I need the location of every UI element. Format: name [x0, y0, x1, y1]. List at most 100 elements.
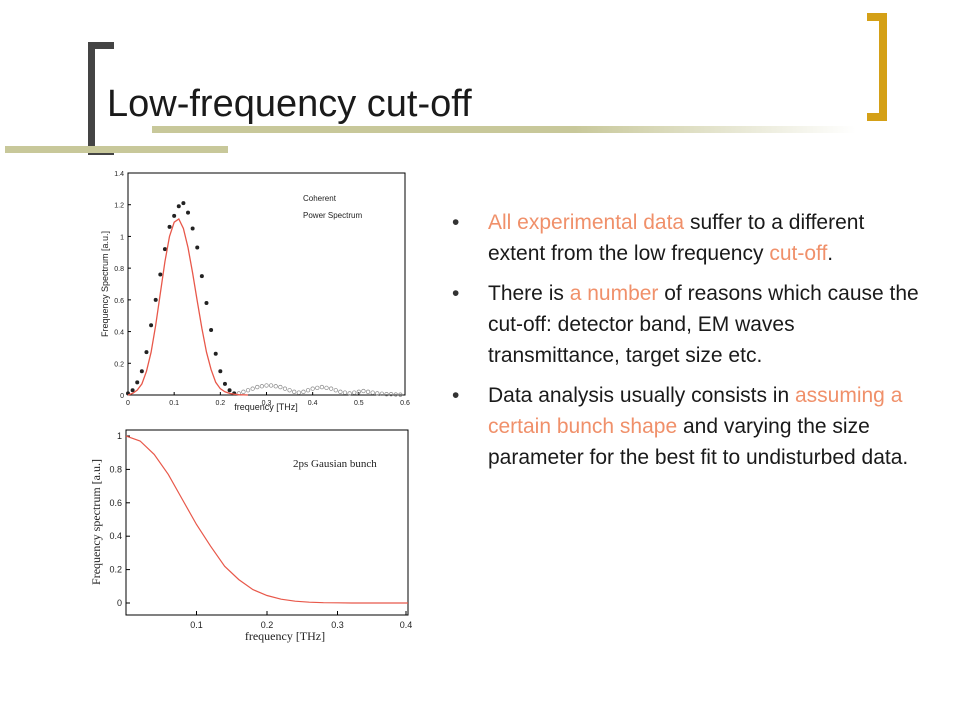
chart1-hollow-point: [384, 392, 389, 397]
bullet-1-part-4: .: [827, 242, 834, 265]
chart1-data-point: [149, 323, 154, 328]
chart1-data-point: [186, 210, 191, 215]
bullet-3-part-3: and varying the size parameter for the b…: [488, 415, 909, 469]
chart2-xlabel: frequency [THz]: [245, 629, 325, 643]
chart2-ytick-label: 0.2: [109, 565, 122, 575]
chart1-legend-2: Power Spectrum: [303, 211, 362, 220]
chart1-data-point: [130, 388, 135, 393]
chart1-ytick-label: 0.4: [114, 330, 124, 337]
chart1-xtick-label: 0.5: [354, 400, 364, 407]
bullet-1-part-2: suffer to a different extent from the lo…: [488, 211, 865, 265]
gaussian-bunch-chart: 0 0.2 0.4 0.6 0.8 1 0.1 0.2 0.3 0.4 2ps Gausian …: [89, 429, 412, 643]
chart1-data-point: [222, 381, 227, 386]
chart1-hollow-point: [245, 388, 251, 393]
chart1-ytick-label: 1.4: [114, 171, 124, 178]
chart1-data-point: [213, 351, 218, 356]
chart1-hollow-point: [273, 384, 278, 389]
chart1-fit-line: [127, 218, 249, 396]
chart1-xtick-label: 0: [126, 400, 130, 407]
chart1-hollow-point: [296, 390, 301, 395]
bullet-2-part-3: of reasons which cause the cut-off: dete…: [488, 282, 919, 367]
chart1-data-point: [204, 301, 209, 306]
right-bracket-top: [867, 13, 887, 21]
right-bracket: [879, 13, 887, 121]
chart1-ytick-label: 1: [120, 234, 124, 241]
chart2-xtick-label: 0.1: [190, 620, 203, 630]
chart1-ytick-label: 0.6: [114, 298, 124, 305]
chart1-hollow-point: [342, 390, 348, 395]
chart2-ytick-label: 0.8: [109, 464, 122, 474]
chart1-data-point: [158, 272, 163, 277]
chart1-data-point: [199, 274, 204, 279]
chart1-ytick-label: 0.8: [114, 266, 124, 273]
chart1-hollow-point: [347, 391, 352, 396]
coherent-power-spectrum-chart: 0 0.2 0.4 0.6 0.8 1 1.2 1.4 0 0.1 0.2 0.3 0.4 0.5 0.6…: [100, 171, 410, 412]
bullet-3-part-2: assuming a certain bunch shape: [488, 384, 903, 438]
chart1-ylabel: Frequency Spectrum [a.u.]: [100, 231, 110, 337]
chart1-hollow-point: [259, 384, 265, 389]
chart1-hollow-point: [250, 386, 255, 391]
chart1-hollow-point: [287, 388, 292, 393]
chart1-data-point: [190, 226, 195, 231]
bullet-item: All experimental data suffer to a differ…: [452, 207, 922, 269]
chart1-hollow-point: [370, 390, 375, 395]
chart1-hollow-point: [315, 385, 320, 391]
title-underline: [152, 126, 856, 133]
slide-title: Low-frequency cut-off: [107, 83, 472, 125]
chart2-ytick-label: 0: [117, 598, 122, 608]
chart1-ytick-label: 0.2: [114, 361, 124, 368]
chart1-data-point: [144, 350, 149, 355]
chart1-hollow-point: [305, 388, 311, 393]
chart1-hollow-point: [278, 384, 283, 390]
chart1-hollow-point: [398, 392, 403, 397]
bullet-list: All experimental data suffer to a differ…: [452, 207, 922, 482]
chart1-hollow-point: [333, 388, 338, 393]
chart1-hollow-point: [361, 388, 366, 394]
chart1-frame: [127, 172, 406, 396]
chart1-hollow-point: [379, 391, 385, 396]
chart2-xtick-label: 0.3: [331, 620, 344, 630]
chart1-data-point: [162, 247, 167, 252]
left-bracket: [88, 42, 95, 155]
chart1-xtick-label: 0.3: [262, 400, 272, 407]
chart1-data-point: [172, 213, 177, 218]
chart1-hollow-point: [241, 389, 246, 394]
chart2-ytick-label: 1: [117, 431, 122, 441]
chart1-xtick-label: 0.1: [169, 400, 179, 407]
bullet-item: There is a number of reasons which cause…: [452, 278, 922, 371]
accent-bar-bottom: [5, 146, 228, 153]
chart2-annotation: 2ps Gausian bunch: [293, 458, 377, 470]
chart1-data-point: [195, 245, 200, 250]
chart1-xlabel: frequency [THz]: [234, 402, 298, 412]
chart1-xtick-label: 0.4: [308, 400, 318, 407]
chart2-gaussian-line: [125, 435, 408, 604]
chart1-hollow-point: [389, 392, 394, 397]
chart1-hollow-point: [375, 391, 380, 396]
chart1-hollow-point: [365, 389, 371, 394]
chart1-ytick-label: 1.2: [114, 203, 124, 210]
bullet-1-part-1: All experimental data: [488, 211, 685, 234]
chart1-hollow-point: [292, 389, 297, 394]
right-bracket-bottom: [867, 113, 887, 121]
chart1-hollow-point: [268, 383, 274, 388]
chart1-data-point: [218, 369, 223, 374]
left-bracket-top: [88, 42, 114, 49]
chart1-data-point: [181, 201, 186, 206]
bullet-item: Data analysis usually consists in assumi…: [452, 380, 922, 473]
chart1-hollow-point: [319, 384, 325, 390]
chart1-hollow-point: [393, 392, 398, 397]
chart1-data-point: [209, 327, 214, 332]
chart1-hollow-point: [282, 386, 288, 391]
chart1-hollow-point: [264, 383, 269, 388]
chart1-hollow-point: [356, 389, 361, 394]
chart1-hollow-point: [255, 384, 260, 390]
bullet-1-part-3: cut-off: [769, 242, 828, 265]
chart1-hollow-point: [328, 386, 334, 391]
chart2-ytick-label: 0.4: [109, 531, 122, 541]
chart1-data-point: [227, 388, 232, 393]
chart1-ytick-label: 0: [120, 393, 124, 400]
chart1-hollow-point: [352, 390, 357, 395]
chart1-data-point: [139, 369, 144, 374]
chart1-data-point: [153, 297, 158, 302]
chart1-hollow-point: [310, 386, 315, 391]
